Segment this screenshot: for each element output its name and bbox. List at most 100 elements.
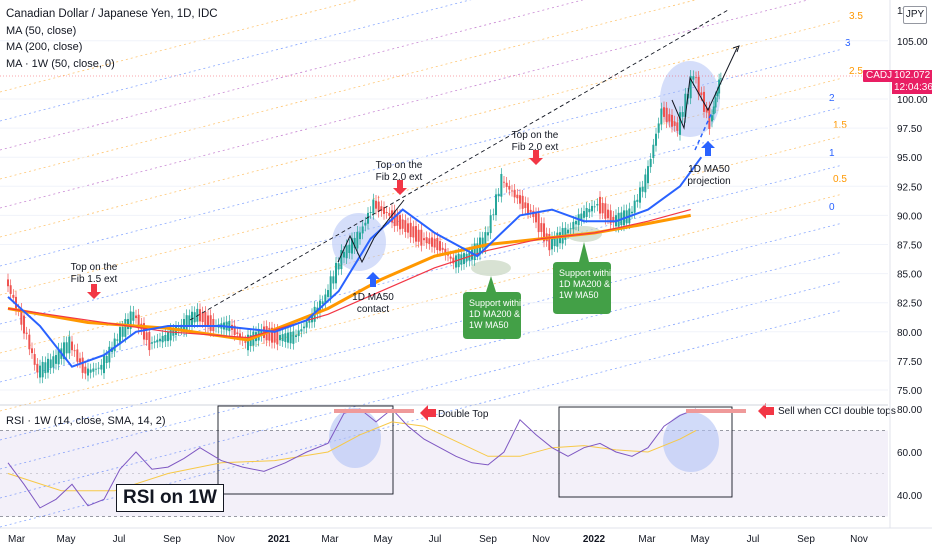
price-candle: [567, 229, 569, 234]
rsi-indicator-label[interactable]: RSI · 1W (14, close, SMA, 14, 2): [6, 415, 166, 427]
price-candle: [41, 361, 44, 378]
projection-path: [671, 47, 738, 130]
indicator-ma50-label[interactable]: MA (50, close): [6, 24, 77, 37]
rsi-tick-label: 40.00: [897, 491, 922, 502]
price-candle: [84, 366, 87, 374]
price-candle: [564, 227, 567, 240]
price-candle: [79, 358, 81, 363]
price-candle: [343, 251, 345, 258]
price-tick-label: 100.00: [897, 95, 928, 106]
rsi-on-1w-label: RSI on 1W: [116, 484, 224, 512]
current-price-label: 102.072: [892, 70, 932, 82]
price-candle: [668, 114, 671, 122]
annotation-double-top: Double Top: [438, 409, 489, 420]
price-candle: [380, 206, 383, 211]
callout-support-a-text: Support within 1D MA200 & 1W MA50: [469, 298, 526, 330]
price-candle: [356, 231, 359, 249]
price-tick-label: 77.50: [897, 357, 922, 368]
price-candle: [156, 339, 159, 343]
arrow-double-top: [420, 405, 436, 421]
price-candle: [609, 210, 612, 224]
price-candle: [593, 206, 596, 208]
price-candle: [281, 334, 284, 342]
price-candle: [681, 112, 684, 117]
highlight-zones: [0, 61, 888, 276]
price-candle: [273, 329, 276, 343]
currency-button[interactable]: JPY: [903, 6, 927, 24]
price-candle: [583, 211, 585, 218]
price-candle: [495, 194, 497, 216]
price-candle: [663, 107, 665, 117]
price-candle: [484, 232, 487, 249]
price-candle: [292, 331, 295, 344]
price-candle: [63, 342, 65, 360]
price-candle: [284, 333, 287, 342]
price-candle: [351, 238, 353, 254]
price-candle: [665, 107, 668, 123]
price-candle: [97, 367, 100, 369]
price-candle: [201, 312, 204, 323]
price-candle: [185, 315, 188, 331]
time-tick-label: Sep: [797, 534, 815, 545]
fib-level-label: 3.5: [849, 11, 863, 22]
price-candle: [260, 329, 263, 336]
price-candle: [135, 315, 137, 318]
price-candle: [599, 196, 601, 214]
price-candle: [572, 221, 575, 230]
zigzag-2021: [337, 234, 375, 264]
annotation-top-fib15: Top on the Fib 1.5 ext: [71, 262, 118, 285]
price-candle: [169, 329, 172, 341]
price-grid: [0, 40, 888, 391]
price-candle: [636, 199, 639, 202]
price-candle: [553, 237, 556, 247]
price-candle: [332, 276, 335, 284]
price-series-layer: [7, 70, 722, 384]
price-candle: [409, 222, 412, 238]
price-candle: [473, 243, 476, 261]
price-candle: [657, 123, 660, 133]
price-candle: [641, 186, 644, 192]
price-candle: [49, 359, 52, 369]
price-candle: [324, 294, 327, 304]
price-candle: [471, 249, 473, 260]
price-candle: [33, 354, 36, 365]
price-candle: [631, 211, 633, 214]
arrow-top-fib15: [87, 284, 101, 299]
price-candle: [305, 321, 308, 328]
price-candle: [647, 166, 649, 184]
time-tick-label: Jul: [747, 534, 760, 545]
time-tick-label: Sep: [163, 534, 181, 545]
price-candle: [105, 355, 108, 363]
price-candle: [714, 97, 717, 108]
indicator-ma50w-label[interactable]: MA · 1W (50, close, 0): [6, 57, 115, 70]
price-candle: [148, 331, 151, 351]
annotation-sell-cci: Sell when CCI double tops: [778, 406, 896, 417]
price-candle: [607, 209, 609, 219]
price-candle: [289, 331, 292, 344]
price-candle: [20, 308, 23, 325]
price-candle: [588, 208, 591, 213]
indicator-ma200-label[interactable]: MA (200, close): [6, 41, 83, 53]
price-candle: [649, 158, 652, 168]
price-candle: [417, 229, 420, 242]
price-candle: [249, 335, 252, 347]
price-candle: [39, 365, 41, 378]
price-candle: [492, 214, 495, 216]
price-candle: [321, 301, 324, 305]
price-candle: [716, 92, 719, 97]
time-tick-label: Mar: [8, 534, 26, 545]
price-tick-label: 85.00: [897, 270, 922, 281]
price-candle: [327, 290, 329, 297]
price-candle: [455, 255, 457, 268]
fib-level-label: 2.5: [849, 66, 863, 77]
price-candle: [671, 114, 673, 127]
price-candle: [369, 212, 372, 213]
price-candle: [353, 237, 356, 249]
price-candle: [391, 210, 393, 223]
price-candle: [551, 237, 553, 250]
double-top-level: [334, 409, 414, 413]
price-candle: [209, 315, 212, 331]
price-candle: [81, 357, 84, 373]
price-candle: [604, 203, 607, 219]
